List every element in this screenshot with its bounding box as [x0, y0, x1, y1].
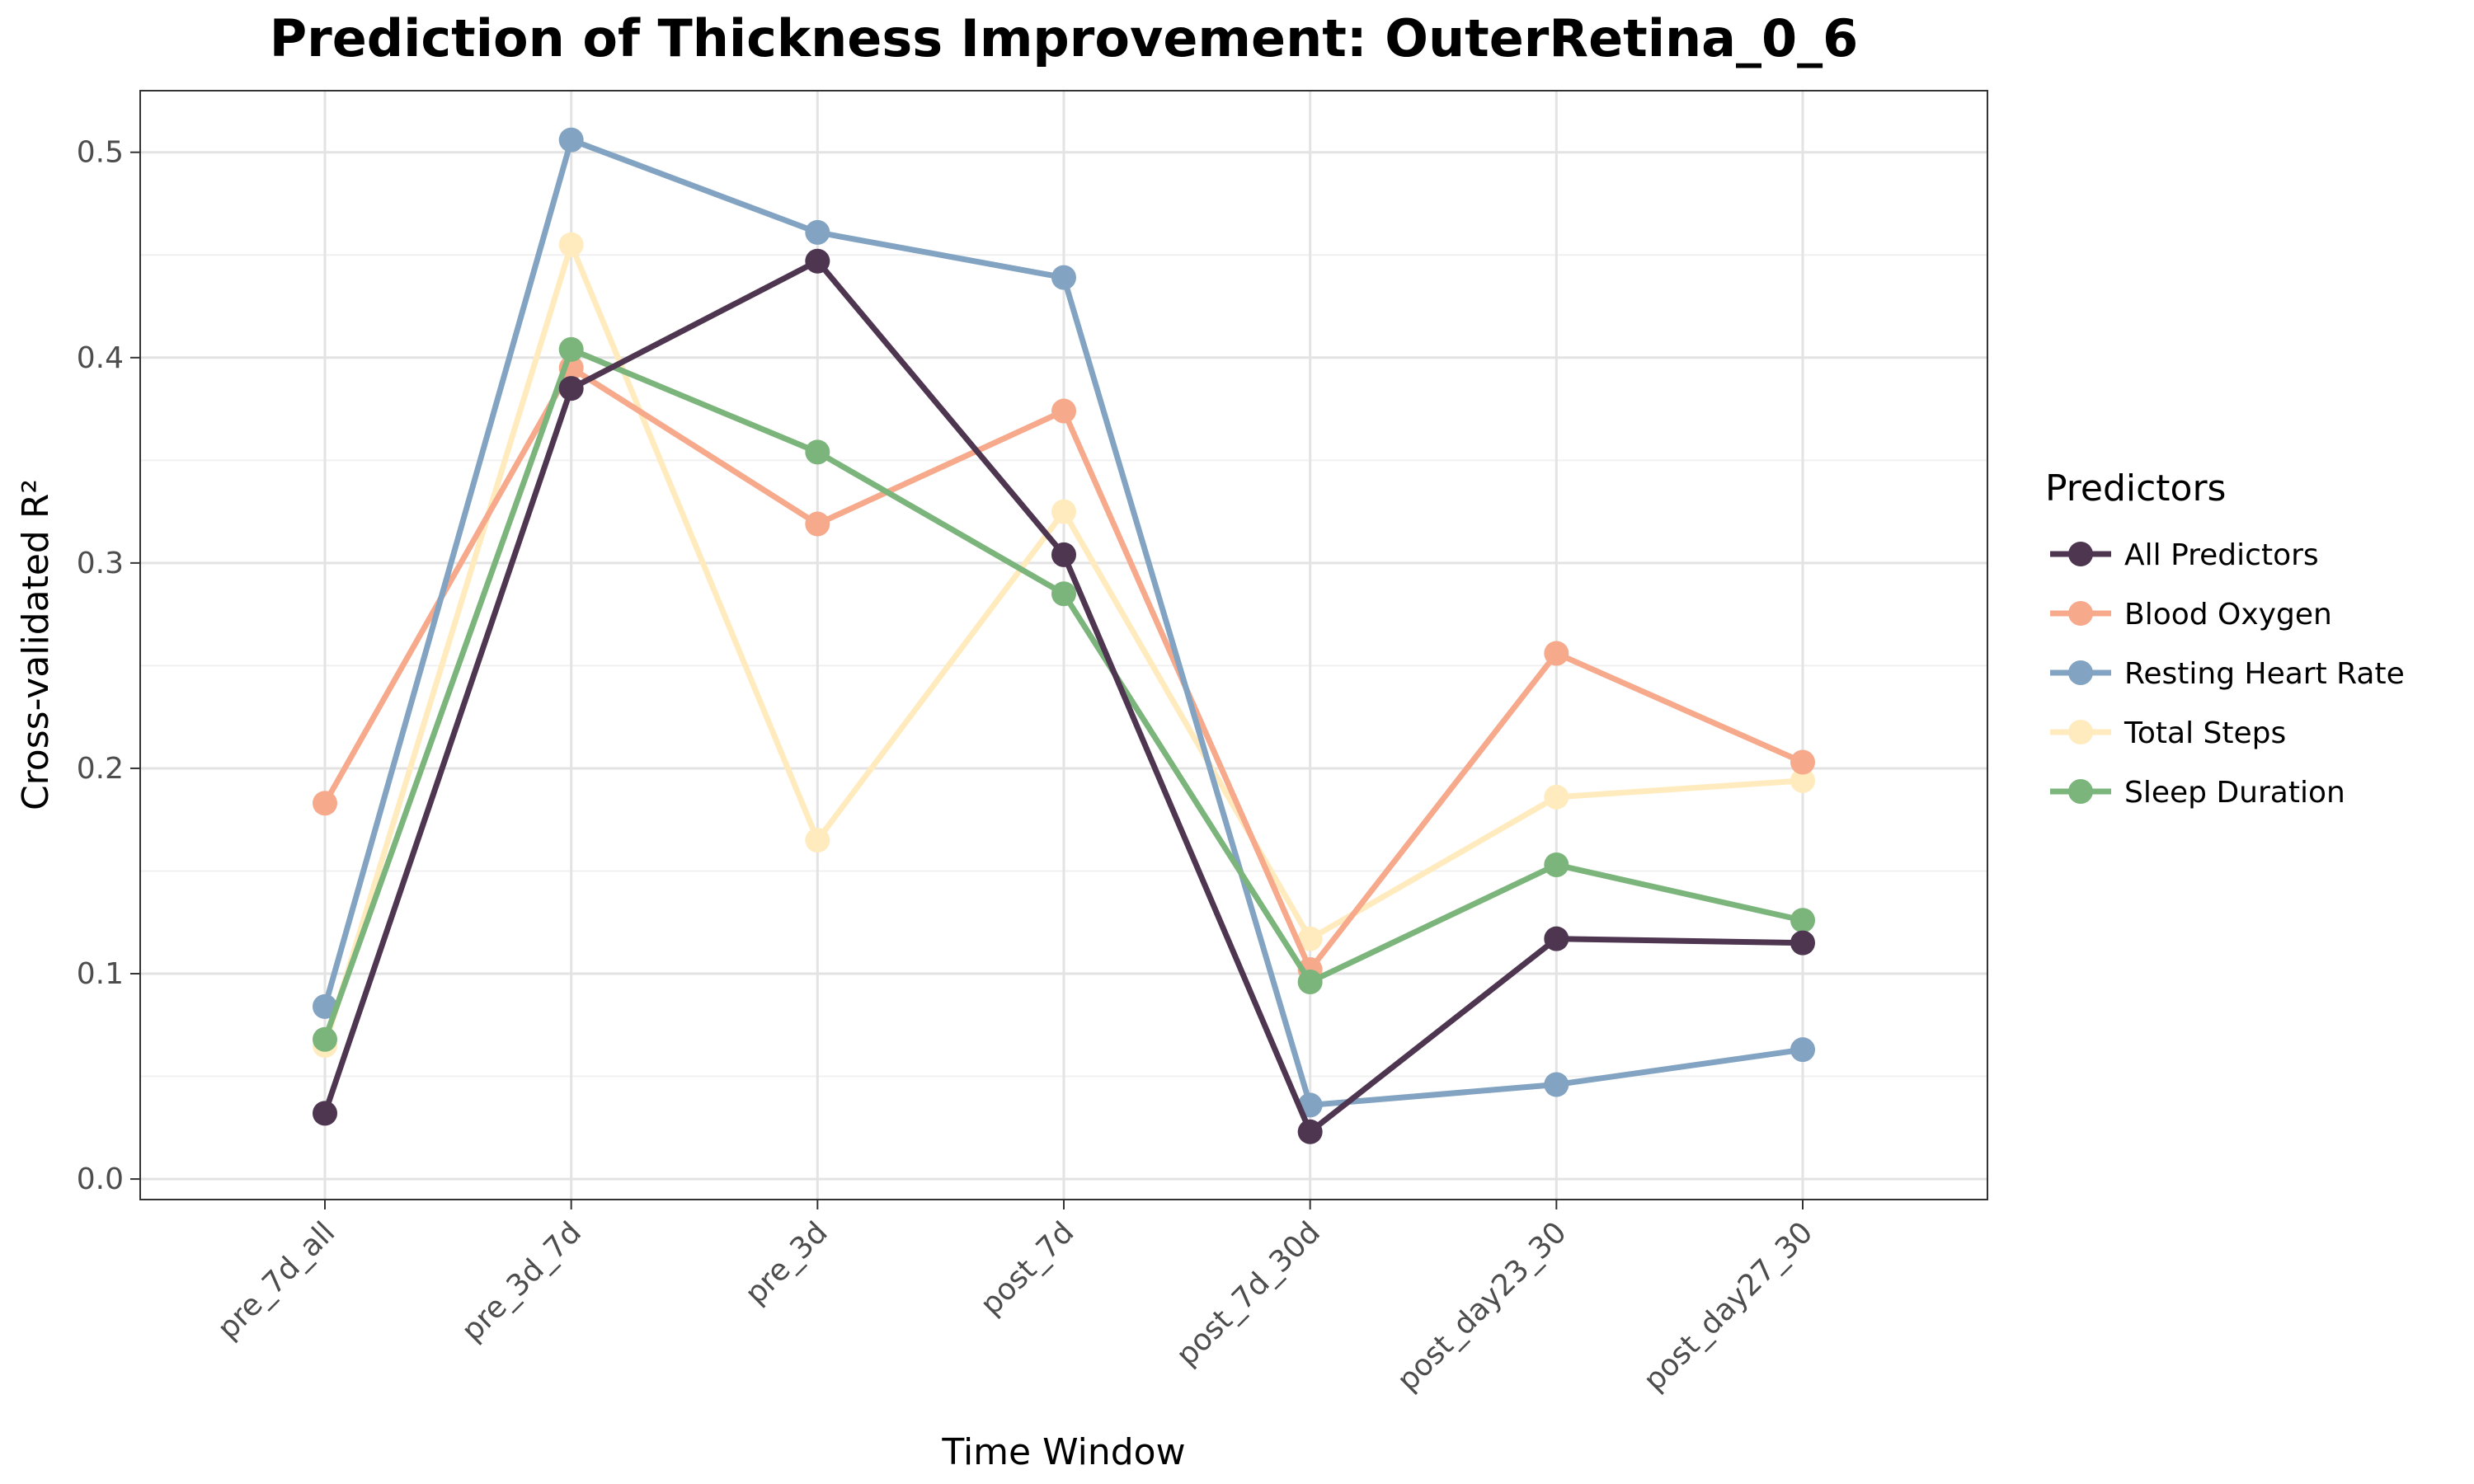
data-point-resting-heart-rate	[558, 127, 584, 153]
data-point-total-steps	[558, 232, 584, 257]
data-point-all-predictors	[558, 376, 584, 402]
series-resting-heart-rate	[313, 127, 1815, 1118]
legend-key-point	[2068, 601, 2093, 626]
legend-item-resting-heart-rate: Resting Heart Rate	[2050, 657, 2405, 691]
data-point-total-steps	[1790, 768, 1815, 793]
grid	[140, 91, 1987, 1200]
data-point-blood-oxygen	[805, 511, 830, 537]
legend-label: Resting Heart Rate	[2124, 657, 2405, 691]
series-all-predictors	[313, 248, 1815, 1144]
legend-label: All Predictors	[2124, 538, 2319, 572]
legend-label: Blood Oxygen	[2124, 598, 2332, 632]
series-total-steps	[313, 232, 1815, 1059]
data-point-all-predictors	[1297, 1119, 1323, 1144]
legend-key-point	[2068, 779, 2093, 804]
data-point-total-steps	[1544, 784, 1569, 810]
series-blood-oxygen	[313, 355, 1815, 983]
legend-label: Sleep Duration	[2124, 776, 2345, 810]
data-point-sleep-duration	[805, 439, 830, 465]
data-point-total-steps	[1051, 499, 1076, 524]
data-point-all-predictors	[1544, 926, 1569, 951]
data-point-blood-oxygen	[1051, 398, 1076, 424]
legend-item-all-predictors: All Predictors	[2050, 538, 2319, 572]
data-point-sleep-duration	[1051, 581, 1076, 607]
data-point-resting-heart-rate	[805, 219, 830, 245]
y-axis-title: Cross-validated R²	[15, 479, 57, 810]
x-axis-title: Time Window	[941, 1431, 1185, 1473]
legend-item-sleep-duration: Sleep Duration	[2050, 776, 2345, 810]
y-tick-label: 0.3	[77, 547, 124, 580]
data-point-total-steps	[805, 828, 830, 853]
data-point-resting-heart-rate	[1051, 265, 1076, 290]
data-point-resting-heart-rate	[1544, 1072, 1569, 1097]
data-point-blood-oxygen	[1544, 641, 1569, 666]
y-tick-label: 0.5	[77, 136, 124, 170]
data-point-resting-heart-rate	[313, 993, 337, 1019]
legend-key-point	[2068, 720, 2093, 744]
chart-title: Prediction of Thickness Improvement: Out…	[270, 8, 1859, 68]
data-point-sleep-duration	[1297, 969, 1323, 994]
data-point-blood-oxygen	[1790, 749, 1815, 775]
data-point-blood-oxygen	[313, 791, 337, 816]
y-tick-label: 0.0	[77, 1162, 124, 1196]
legend: Predictors All Predictors Blood Oxygen Res…	[2045, 467, 2405, 810]
data-point-sleep-duration	[1544, 852, 1569, 878]
legend-item-total-steps: Total Steps	[2050, 716, 2286, 750]
legend-item-blood-oxygen: Blood Oxygen	[2050, 598, 2332, 632]
data-point-sleep-duration	[1790, 908, 1815, 933]
legend-title: Predictors	[2045, 467, 2226, 510]
data-point-all-predictors	[1051, 542, 1076, 567]
data-point-all-predictors	[1790, 930, 1815, 956]
series-layer	[313, 127, 1815, 1144]
y-tick-label: 0.4	[77, 341, 124, 375]
legend-key-point	[2068, 660, 2093, 685]
y-axis: 0.0 0.1 0.2 0.3 0.4 0.5	[77, 136, 140, 1196]
y-tick-label: 0.1	[77, 957, 124, 991]
data-point-total-steps	[1297, 926, 1323, 951]
data-point-all-predictors	[805, 248, 830, 274]
y-tick-label: 0.2	[77, 752, 124, 786]
data-point-resting-heart-rate	[1790, 1037, 1815, 1063]
data-point-sleep-duration	[558, 336, 584, 362]
data-point-all-predictors	[313, 1101, 337, 1126]
series-sleep-duration	[313, 336, 1815, 1052]
legend-label: Total Steps	[2124, 716, 2286, 750]
data-point-sleep-duration	[313, 1026, 337, 1052]
legend-key-point	[2068, 542, 2093, 566]
